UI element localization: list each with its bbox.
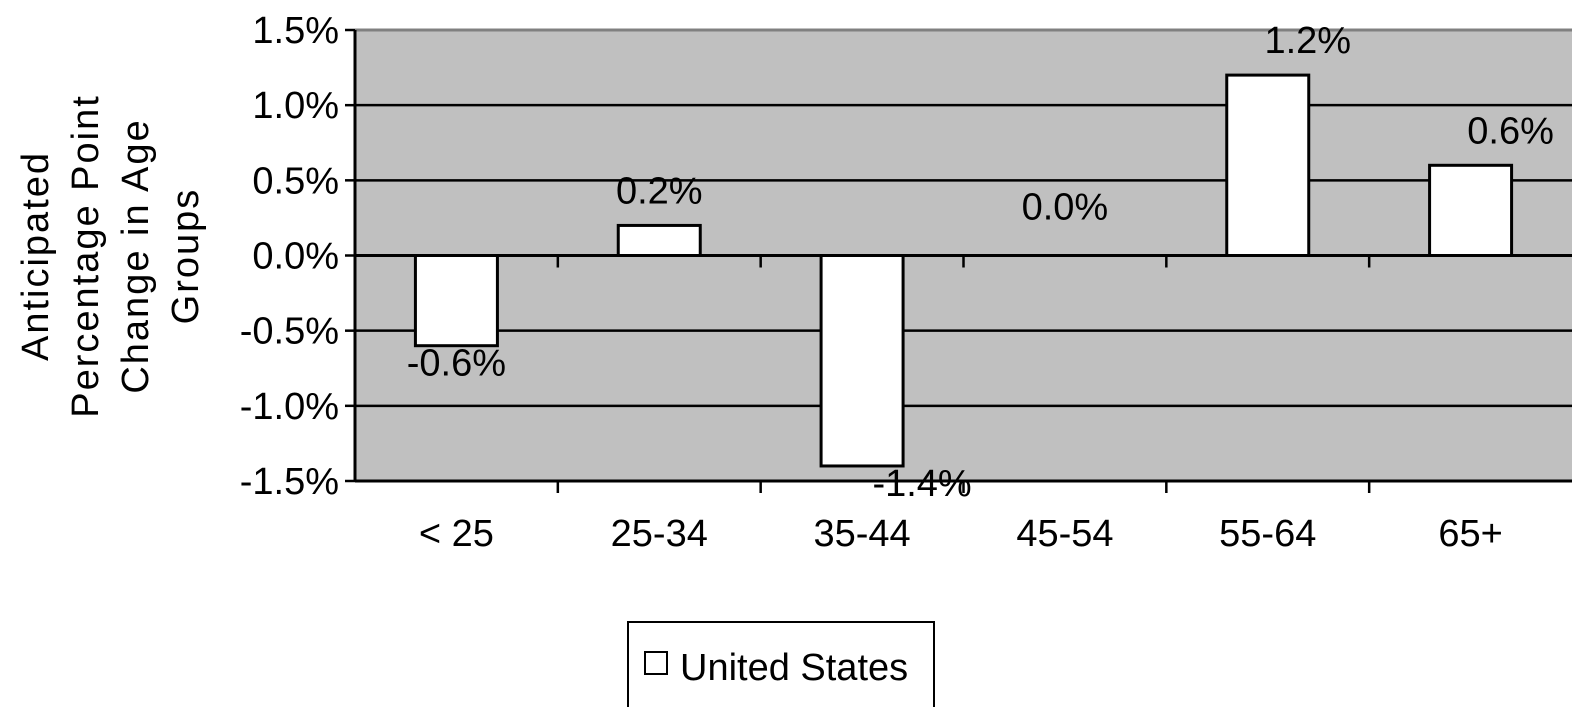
y-axis-title-text: Anticipated Percentage Point Change in Age… [15,94,207,418]
x-category-label: < 25 [419,513,494,555]
x-category-label: 35-44 [813,513,910,555]
legend-label: United States [680,647,908,689]
y-tick-labels: 1.5% 1.0% 0.5% 0.0% -0.5% -1.0% -1.5% [240,10,339,503]
y-axis-title-line: Anticipated [15,151,57,361]
y-tick-label: 0.0% [252,236,339,278]
data-label-0: -0.6% [407,343,506,385]
legend: United States [627,621,935,707]
y-tick-label: -1.0% [240,386,339,428]
data-label-2: -1.4% [872,463,971,505]
y-axis-title-line: Percentage Point [65,94,107,418]
bar-2 [819,254,905,468]
axes [345,28,1572,493]
x-category-label: 25-34 [611,513,708,555]
data-label-1: 0.2% [616,170,703,212]
y-tick-label: -0.5% [240,311,339,353]
x-category-label: 65+ [1438,513,1502,555]
x-category-labels: < 25 25-34 35-44 45-54 55-64 65+ [419,513,1503,555]
bar-5 [1428,163,1514,257]
y-tick-label: 1.5% [252,10,339,52]
bars [413,73,1514,468]
data-labels: -0.6% 0.2% -1.4% 0.0% 1.2% 0.6% [407,20,1554,505]
data-label-5: 0.6% [1467,110,1554,152]
bar-1 [616,223,702,257]
legend-box [627,621,935,707]
bar-4 [1225,73,1311,257]
y-tick-label: -1.5% [240,461,339,503]
bar-0 [413,254,499,348]
legend-swatch [644,651,668,675]
x-category-label: 45-54 [1016,513,1113,555]
x-category-label: 55-64 [1219,513,1316,555]
y-axis-title-line: Groups [165,188,207,325]
y-tick-label: 0.5% [252,160,339,202]
y-axis-title: Anticipated Percentage Point Change in Age… [15,94,207,418]
y-tick-label: 1.0% [252,85,339,127]
data-label-4: 1.2% [1264,20,1351,62]
y-axis-title-line: Change in Age [115,118,157,393]
data-label-3: 0.0% [1022,187,1109,229]
